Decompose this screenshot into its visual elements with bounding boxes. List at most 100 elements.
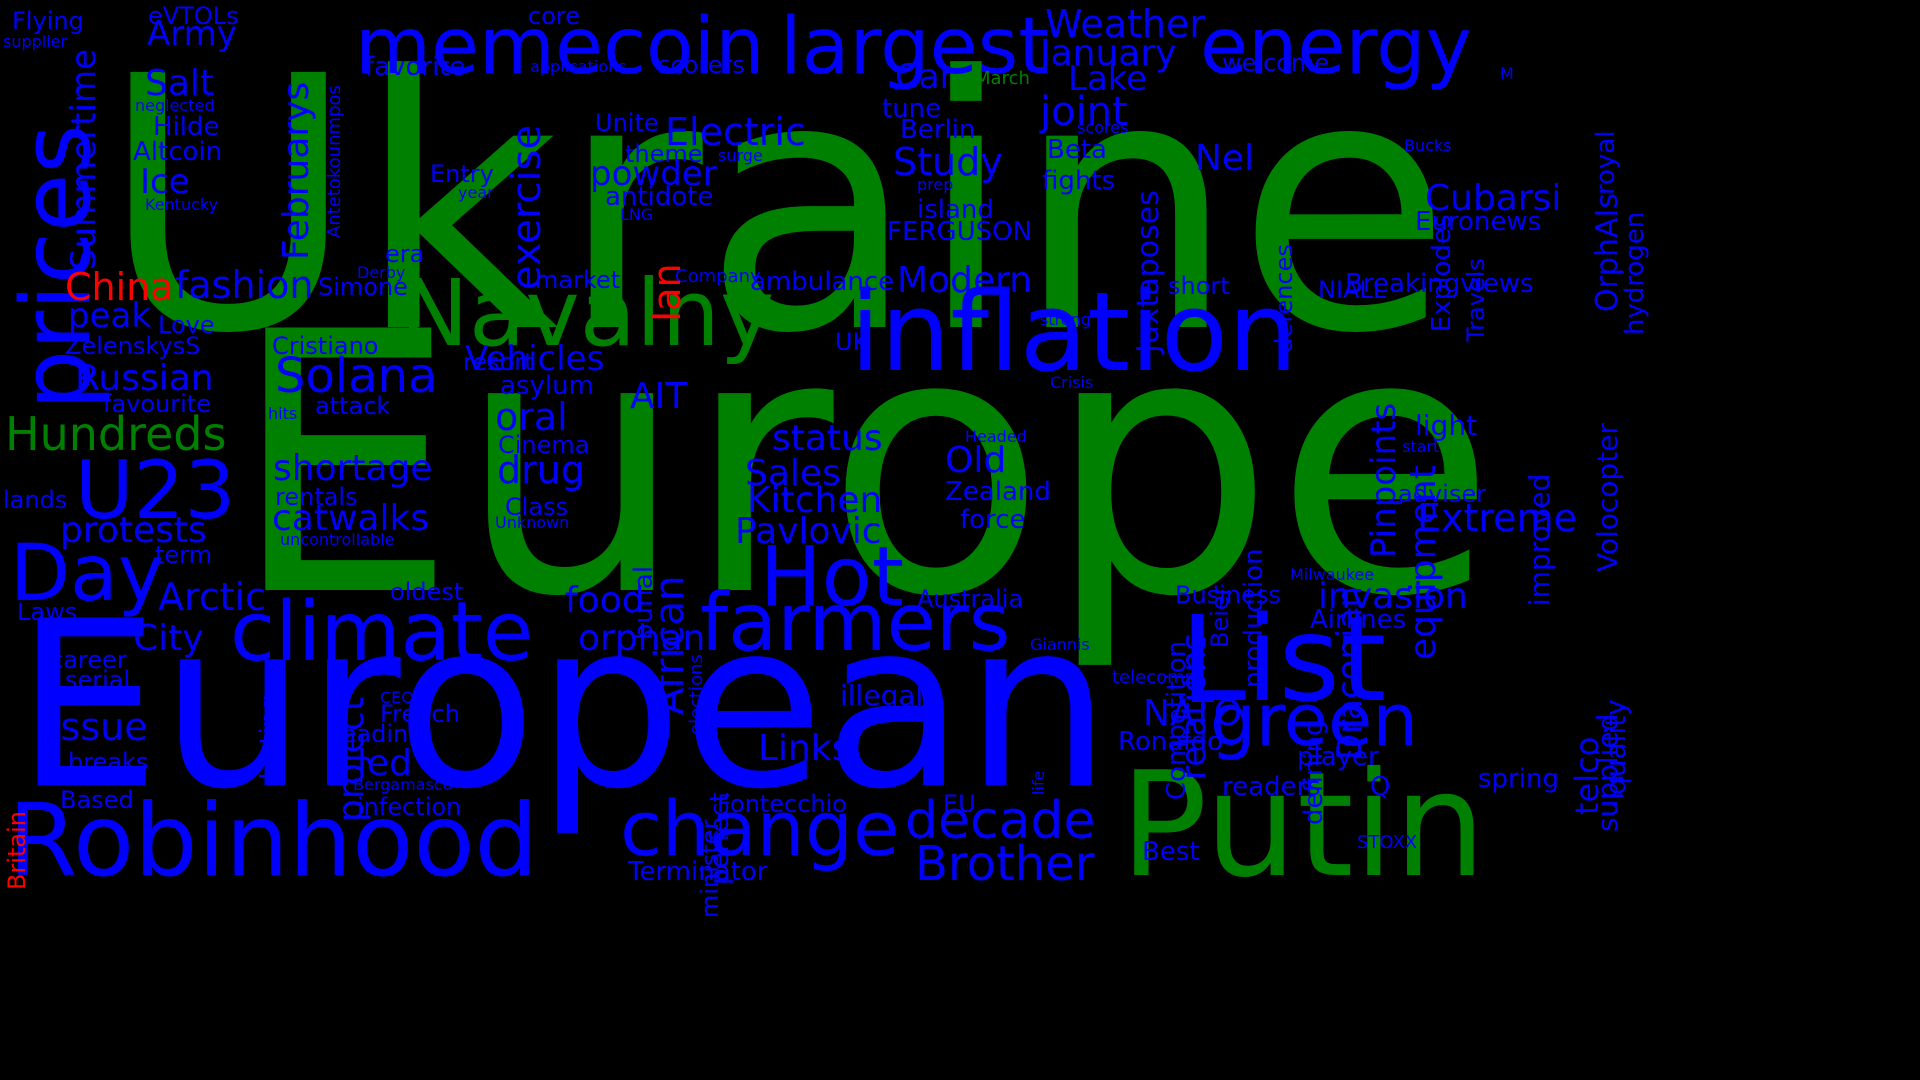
word-led: led [357, 743, 412, 784]
word-ian: Ian [645, 263, 689, 322]
word-core: core [528, 2, 580, 30]
word-cristiano: Cristiano [272, 332, 378, 360]
word-china: China [65, 265, 174, 309]
word-supplier: supplier [3, 32, 68, 51]
word-largest: largest [780, 2, 1049, 92]
word-ice: Ice [140, 162, 190, 202]
word-light: light [1415, 409, 1477, 442]
word-arctic: Arctic [158, 575, 266, 619]
word-competition: Competition [1162, 641, 1192, 800]
word-nel: Nel [1195, 138, 1254, 179]
word-prep: prep [917, 175, 953, 194]
word-fontecchio: Fontecchio [717, 790, 847, 818]
word-oldest: oldest [390, 578, 463, 606]
word-joint: joint [1039, 89, 1128, 135]
word-ronaldo: Ronaldo [1118, 727, 1223, 757]
word-year: year [458, 183, 494, 202]
word-issue: issue [50, 705, 148, 749]
word-unite: Unite [595, 109, 659, 137]
word-zealand: Zealand [945, 477, 1051, 507]
word-change: change [620, 784, 900, 873]
word-robinhood: Robinhood [8, 782, 538, 899]
word-europe: Europe [230, 256, 1496, 675]
word-beta: Beta [1047, 135, 1107, 165]
word-bucks: Bucks [1404, 136, 1452, 155]
word-defining: defining [1299, 719, 1329, 825]
word-supplied: supplied [1591, 714, 1624, 832]
word-leading: leading [335, 720, 424, 748]
word-rentals: rentals [275, 483, 358, 511]
word-march: March [975, 68, 1030, 89]
word-royal: royal [1591, 130, 1621, 195]
word-ait: AIT [630, 376, 688, 417]
word-quality: quality [1599, 699, 1632, 795]
word-hot: Hot [760, 530, 904, 625]
word-simone: Simone [318, 273, 408, 301]
word-breakingviews: Breakingviews [1345, 269, 1534, 299]
word-serial: serial [65, 666, 130, 694]
word-flying: Flying [12, 7, 84, 35]
word-altcoin: Altcoin [133, 137, 222, 167]
word-invasion: invasion [1318, 576, 1468, 617]
word-crisis: Crisis [1050, 373, 1093, 392]
word-life: life [1029, 771, 1048, 795]
word-extreme: Extreme [1417, 496, 1577, 540]
word-electric: Electric [665, 110, 806, 154]
word-telco: telco [1568, 737, 1606, 815]
word-terminator: Terminator [627, 857, 768, 887]
word-era: era [385, 240, 424, 268]
word-protests: protests [60, 510, 207, 551]
word-hundreds: Hundreds [5, 407, 226, 461]
word-australia: Australia [917, 585, 1023, 613]
word-volocopter: Volocopter [1591, 422, 1624, 572]
word-car: Car [895, 57, 954, 97]
word-study: Study [893, 140, 1003, 184]
word-european: European [15, 573, 1111, 840]
word-defences: defences [1270, 244, 1298, 353]
word-old: Old [945, 440, 1006, 481]
word-m: M [1500, 64, 1514, 83]
word-favorite: favorite [365, 52, 465, 82]
word-eu: EU [943, 790, 976, 818]
word-inflation: inflation [850, 268, 1298, 396]
word-nato: NATO [1143, 693, 1242, 734]
word-modern: Modern [897, 260, 1032, 301]
word-attack: attack [315, 392, 390, 420]
word-short: short [1168, 272, 1230, 300]
word-berlin: Berlin [900, 115, 975, 145]
word-cinema: Cinema [498, 431, 590, 459]
word-hilde: Hilde [153, 112, 220, 142]
word-giannis: Giannis [1030, 635, 1090, 654]
word-market: market [535, 266, 620, 294]
word-memecoin: memecoin [355, 2, 765, 92]
word-strong: strong [1040, 310, 1091, 329]
word-laws: Laws [17, 598, 77, 626]
word-shortage: shortage [273, 448, 433, 489]
word-links: Links [758, 728, 850, 769]
word-uk: UK [835, 328, 870, 356]
word-unknown: Unknown [495, 513, 569, 532]
word-headed: Headed [965, 427, 1027, 446]
word-vehicles: Vehicles [465, 339, 604, 379]
word-pinpoints: Pinpoints [1364, 403, 1404, 558]
word-navalny: Navalny [400, 260, 774, 367]
word-breaks: breaks [68, 748, 148, 776]
word-based: Based [60, 786, 134, 814]
word-best: Best [1142, 837, 1200, 867]
word-peak: peak [68, 296, 151, 336]
word-putin: Putin [1120, 741, 1486, 910]
word-weather: Weather [1045, 2, 1205, 46]
word-career: career [50, 646, 127, 674]
word-theme: theme [625, 140, 703, 168]
word-scorers: scorers [658, 51, 745, 79]
word-farmers: farmers [700, 576, 1010, 669]
word-brother: Brother [915, 836, 1095, 892]
word-kentucky: Kentucky [145, 195, 218, 214]
word-green: green [1210, 678, 1418, 762]
word-lng: LNG [620, 205, 653, 224]
word-love: Love [158, 311, 215, 339]
word-status: status [772, 418, 883, 459]
word-powder: powder [590, 154, 717, 194]
